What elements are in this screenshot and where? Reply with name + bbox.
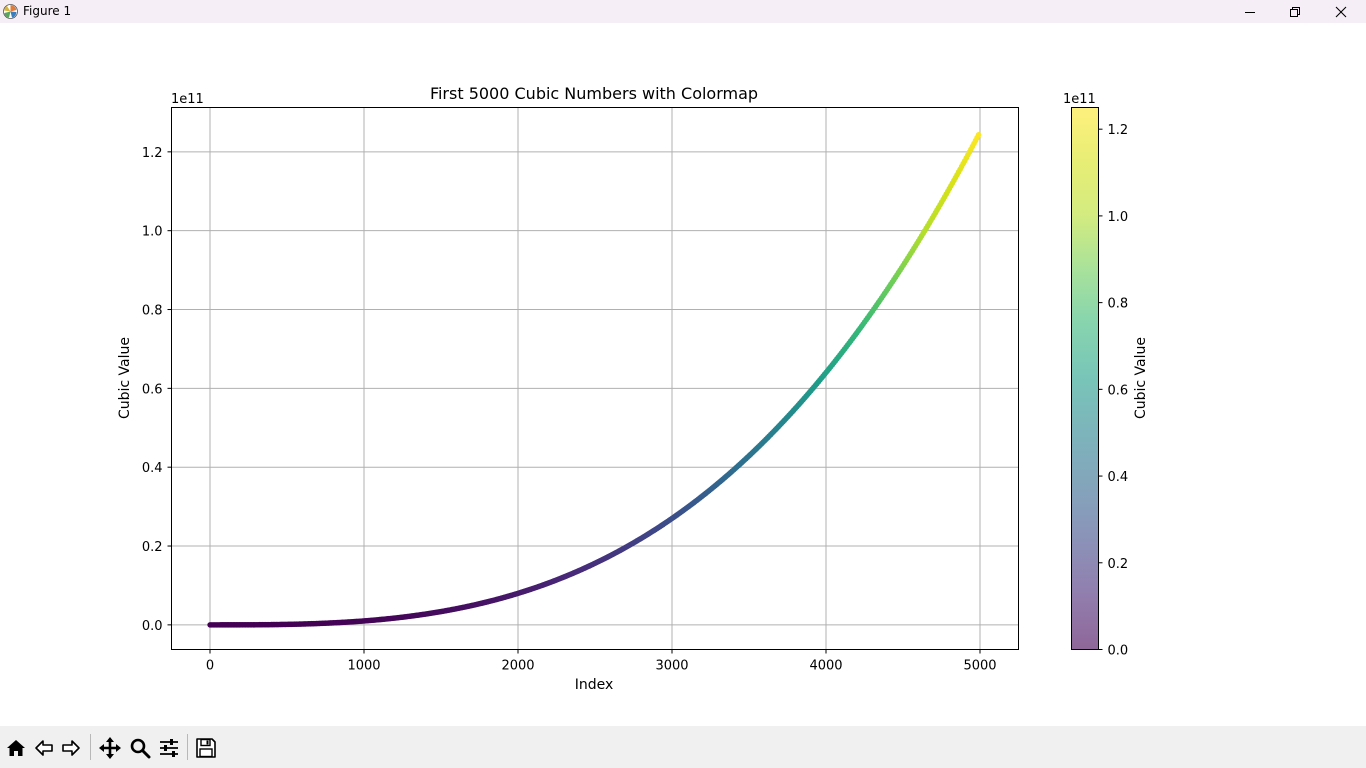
chart-title: First 5000 Cubic Numbers with Colormap — [430, 84, 758, 103]
back-arrow-icon — [35, 740, 53, 756]
close-icon — [1335, 6, 1347, 17]
x-tick-label: 4000 — [809, 659, 842, 674]
minimize-icon — [1245, 11, 1255, 13]
restore-button[interactable] — [1272, 0, 1318, 23]
x-tick-label: 1000 — [347, 659, 380, 674]
colorbar-label: Cubic Value — [1133, 337, 1149, 419]
minimize-button[interactable] — [1227, 0, 1273, 23]
y-axis-label: Cubic Value — [117, 337, 133, 419]
sliders-icon — [160, 739, 178, 757]
home-button[interactable] — [3, 735, 29, 761]
y-tick-label: 0.6 — [142, 382, 163, 397]
colorbar-frame — [1071, 107, 1099, 650]
x-axis-label: Index — [575, 677, 614, 693]
restore-icon — [1290, 6, 1300, 17]
colorbar-tick-label: 0.0 — [1108, 644, 1129, 659]
colorbar-tick-label: 0.6 — [1108, 383, 1129, 398]
colorbar-axis: 0.0 0.2 0.4 0.6 0.8 1.0 1.2 — [1098, 123, 1129, 659]
home-icon — [7, 740, 25, 756]
toolbar-separator — [187, 734, 188, 760]
floppy-disk-icon — [196, 738, 216, 758]
magnifier-icon — [130, 738, 151, 759]
y-tick-label: 0.8 — [142, 304, 163, 319]
forward-button[interactable] — [58, 735, 84, 761]
y-tick-label: 0.4 — [142, 461, 163, 476]
forward-arrow-icon — [62, 740, 80, 756]
configure-subplots-button[interactable] — [156, 735, 182, 761]
y-tick-label: 0.2 — [142, 540, 163, 555]
x-tick-label: 5000 — [963, 659, 996, 674]
toolbar-separator — [90, 734, 91, 760]
colorbar-offset-text: 1e11 — [1063, 92, 1096, 107]
gridlines — [171, 107, 1019, 650]
scatter-points — [207, 131, 982, 628]
move-icon — [99, 737, 121, 759]
matplotlib-icon — [3, 4, 18, 19]
colorbar-gradient — [1071, 107, 1099, 650]
figure-svg: 0 1000 2000 3000 4000 5000 0.0 0.2 0.4 0.6 0.8 1.0… — [117, 84, 1149, 693]
colorbar-tick-label: 0.8 — [1108, 297, 1129, 312]
colorbar-tick-label: 1.2 — [1108, 123, 1129, 138]
x-axis: 0 1000 2000 3000 4000 5000 — [206, 649, 997, 674]
plot-area — [171, 107, 1019, 650]
figure-canvas[interactable]: 0 1000 2000 3000 4000 5000 0.0 0.2 0.4 0.6 0.8 1.0… — [0, 23, 1366, 726]
x-tick-label: 2000 — [501, 659, 534, 674]
y-tick-label: 1.0 — [142, 225, 163, 240]
window-title: Figure 1 — [23, 4, 72, 18]
zoom-button[interactable] — [127, 735, 153, 761]
x-tick-label: 0 — [206, 659, 214, 674]
y-offset-text: 1e11 — [171, 92, 204, 107]
colorbar-tick-label: 0.2 — [1108, 557, 1129, 572]
x-tick-label: 3000 — [655, 659, 688, 674]
window-titlebar: Figure 1 — [0, 0, 1366, 23]
plot-frame — [171, 107, 1019, 650]
close-button[interactable] — [1318, 0, 1364, 23]
save-button[interactable] — [193, 735, 219, 761]
back-button[interactable] — [31, 735, 57, 761]
pan-button[interactable] — [97, 735, 123, 761]
y-tick-label: 0.0 — [142, 619, 163, 634]
navigation-toolbar — [0, 726, 1366, 768]
y-axis: 0.0 0.2 0.4 0.6 0.8 1.0 1.2 — [142, 146, 172, 634]
scatter-point — [975, 131, 982, 138]
colorbar-tick-label: 1.0 — [1108, 210, 1129, 225]
y-tick-label: 1.2 — [142, 146, 163, 161]
colorbar-tick-label: 0.4 — [1108, 470, 1129, 485]
